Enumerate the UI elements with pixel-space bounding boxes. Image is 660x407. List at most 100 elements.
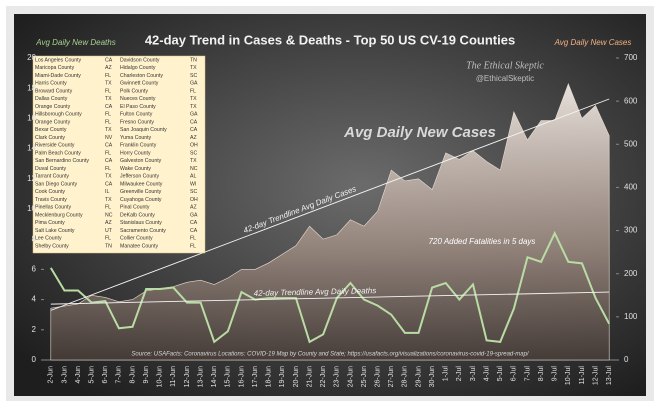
county-name: Yuma County bbox=[120, 135, 152, 141]
plot bbox=[41, 57, 619, 361]
county-name: Clark County bbox=[35, 135, 65, 141]
x-tick-label: 23-Jun bbox=[334, 366, 341, 388]
county-state: CA bbox=[190, 127, 198, 133]
cases-area bbox=[50, 83, 610, 361]
county-state: TX bbox=[105, 127, 112, 133]
y2-tick-label: 200 bbox=[624, 269, 638, 278]
cases-annotation: Avg Daily New Cases bbox=[343, 124, 496, 141]
county-state: TX bbox=[105, 197, 112, 203]
county-name: Milwaukee County bbox=[120, 181, 163, 187]
county-state: OH bbox=[190, 197, 198, 203]
county-state: WI bbox=[190, 181, 196, 187]
deaths-line bbox=[49, 230, 611, 344]
county-name: Manatee County bbox=[120, 243, 158, 249]
county-name: Harris County bbox=[35, 81, 67, 87]
x-tick-label: 11-Jul bbox=[579, 366, 586, 385]
x-tick-label: 1-Jul bbox=[443, 366, 450, 382]
county-name: Riverside County bbox=[35, 143, 75, 149]
y2-tick-label: 300 bbox=[624, 226, 638, 235]
county-state: FL bbox=[105, 205, 111, 211]
x-tick-label: 22-Jun bbox=[320, 366, 327, 388]
county-name: San Joaquin County bbox=[120, 127, 167, 133]
county-state: FL bbox=[105, 73, 111, 79]
county-name: Greenville County bbox=[120, 189, 162, 195]
x-tick-label: 6-Jul bbox=[511, 366, 518, 382]
county-state: NC bbox=[105, 212, 113, 218]
county-name: Pinellas County bbox=[35, 205, 71, 211]
y2-tick-label: 600 bbox=[624, 96, 638, 105]
county-state: FL bbox=[105, 119, 111, 125]
x-tick-label: 17-Jun bbox=[252, 366, 259, 388]
x-tick-label: 8-Jun bbox=[129, 366, 136, 384]
county-state: NC bbox=[190, 166, 198, 172]
y-tick-label: 8 bbox=[32, 234, 37, 243]
county-name: Davidson County bbox=[120, 57, 160, 63]
county-name: Gwinnett County bbox=[120, 81, 159, 87]
x-tick-label: 3-Jun bbox=[61, 366, 68, 384]
county-state: TN bbox=[105, 243, 112, 249]
county-state: FL bbox=[190, 88, 196, 94]
county-state: FL bbox=[190, 243, 196, 249]
county-state: TX bbox=[190, 104, 197, 110]
x-tick-label: 18-Jun bbox=[266, 366, 273, 388]
x-tick-label: 30-Jun bbox=[429, 366, 436, 388]
trendline bbox=[50, 291, 610, 305]
county-state: FL bbox=[105, 88, 111, 94]
county-name: Hidalgo County bbox=[120, 65, 156, 71]
county-name: Broward County bbox=[35, 88, 73, 94]
county-name: Maricopa County bbox=[35, 65, 75, 71]
county-state: IL bbox=[105, 189, 109, 195]
county-state: SC bbox=[190, 150, 197, 156]
county-name: Los Angeles County bbox=[35, 57, 82, 63]
county-state: OH bbox=[190, 143, 198, 149]
county-state: CA bbox=[105, 181, 113, 187]
x-tick-label: 9-Jul bbox=[552, 366, 559, 382]
y-tick-label: 2 bbox=[32, 325, 37, 334]
county-state: AZ bbox=[105, 65, 112, 71]
county-state: TX bbox=[105, 96, 112, 102]
county-state: FL bbox=[105, 112, 111, 118]
county-name: Dallas County bbox=[35, 96, 68, 102]
county-table: Los Angeles County CA Maricopa County AZ Mia… bbox=[32, 55, 206, 254]
x-tick-label: 2-Jul bbox=[456, 366, 463, 382]
y2-tick-label: 0 bbox=[624, 355, 629, 364]
county-name: Tarrant County bbox=[35, 174, 69, 180]
county-name: Franklin County bbox=[120, 143, 157, 149]
x-tick-label: 9-Jun bbox=[143, 366, 150, 384]
county-state: AZ bbox=[190, 135, 197, 141]
x-tick-label: 4-Jun bbox=[75, 366, 82, 384]
county-state: CA bbox=[190, 220, 198, 226]
y-tick-label: 18 bbox=[27, 83, 36, 92]
x-tick-label: 24-Jun bbox=[347, 366, 354, 388]
x-tick-label: 5-Jul bbox=[497, 366, 504, 382]
y-tick-label: 10 bbox=[27, 204, 36, 213]
county-state: TX bbox=[190, 158, 197, 164]
county-state: TN bbox=[190, 57, 197, 63]
county-name: Bexar County bbox=[35, 127, 67, 133]
table-background bbox=[32, 55, 206, 254]
x-tick-label: 12-Jul bbox=[592, 366, 599, 386]
county-state: AZ bbox=[190, 205, 197, 211]
county-state: TX bbox=[190, 65, 197, 71]
county-state: TX bbox=[190, 96, 197, 102]
county-name: Shelby County bbox=[35, 243, 69, 249]
x-tick-label: 10-Jul bbox=[565, 366, 572, 386]
watermark-handle: @EthicalSkeptic bbox=[476, 74, 534, 83]
x-tick-label: 21-Jun bbox=[306, 366, 313, 388]
county-name: Pima County bbox=[35, 220, 65, 226]
trendline bbox=[50, 98, 610, 311]
county-name: Sacramento County bbox=[120, 228, 166, 234]
county-state: GA bbox=[190, 81, 198, 87]
y-tick-label: 0 bbox=[32, 355, 37, 364]
x-tick-label: 20-Jun bbox=[293, 366, 300, 388]
x-tick-label: 27-Jun bbox=[388, 366, 395, 388]
y2-tick-label: 400 bbox=[624, 183, 638, 192]
county-name: Collier County bbox=[120, 236, 153, 242]
county-name: Cuyahoga County bbox=[120, 197, 162, 203]
county-name: Lee County bbox=[35, 236, 62, 242]
trendline-label: 42-day Trendline Avg Daily Deaths bbox=[254, 286, 377, 298]
county-name: Horry County bbox=[120, 150, 151, 156]
x-tick-label: 5-Jun bbox=[89, 366, 96, 384]
